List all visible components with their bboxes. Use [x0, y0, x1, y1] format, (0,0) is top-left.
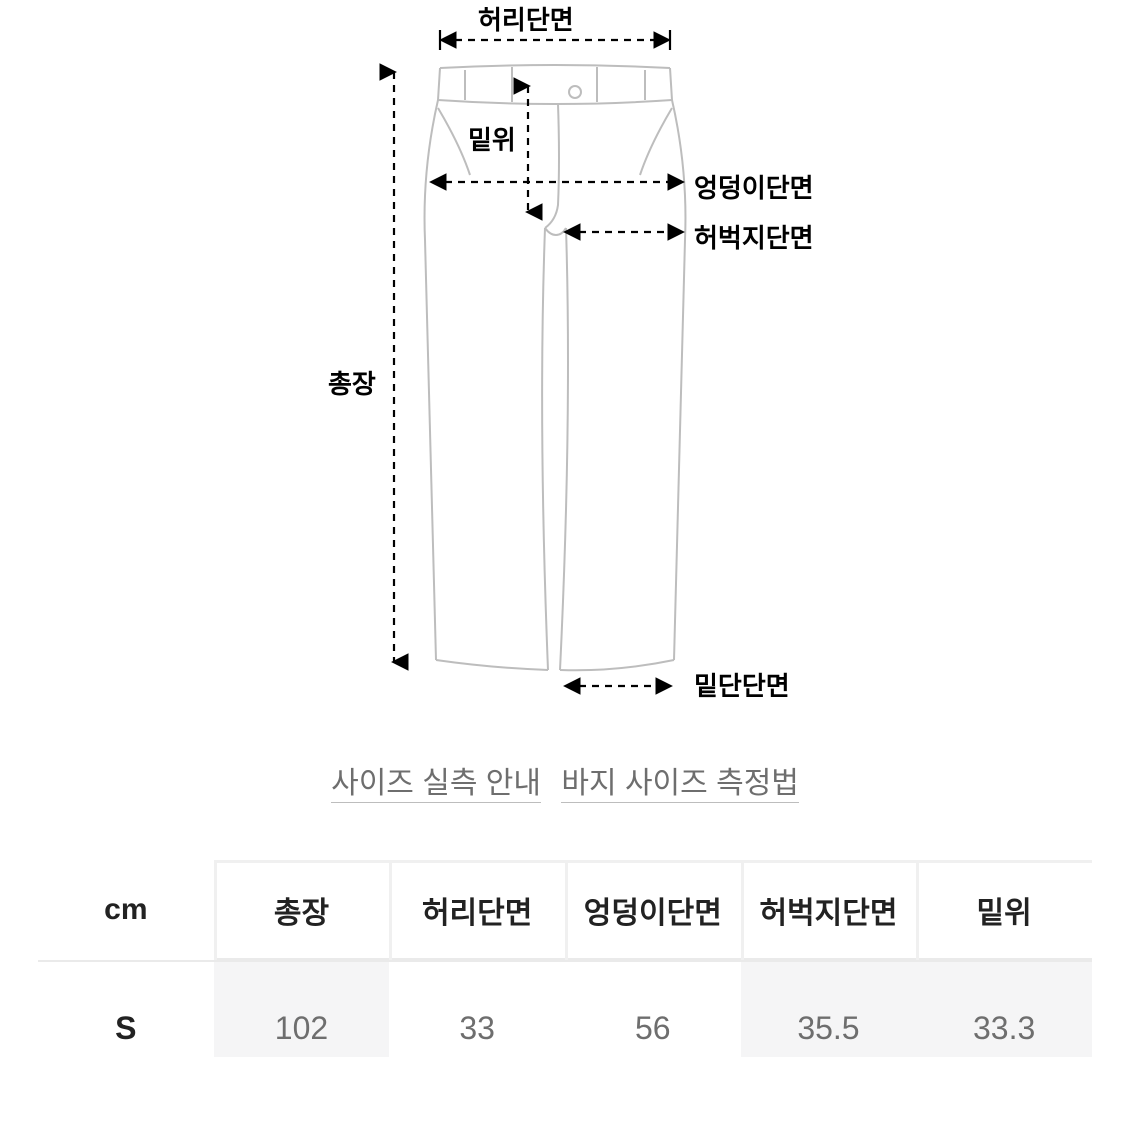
table-row: S 102 33 56 35.5 33.3 [38, 961, 1092, 1057]
cell-thigh: 35.5 [741, 961, 917, 1057]
link-size-guide[interactable]: 사이즈 실측 안내 [331, 767, 541, 803]
col-thigh: 허벅지단면 [741, 860, 917, 961]
size-table: cm 총장 허리단면 엉덩이단면 허벅지단면 밑위 S 102 33 56 35… [38, 860, 1092, 1057]
label-hip: 엉덩이단면 [694, 168, 814, 205]
col-hip: 엉덩이단면 [565, 860, 741, 961]
size-table-wrap: cm 총장 허리단면 엉덩이단면 허벅지단면 밑위 S 102 33 56 35… [0, 860, 1130, 1057]
cell-waist: 33 [389, 961, 565, 1057]
col-total: 총장 [214, 860, 390, 961]
cell-hip: 56 [565, 961, 741, 1057]
label-waist: 허리단면 [478, 0, 574, 37]
table-header-row: cm 총장 허리단면 엉덩이단면 허벅지단면 밑위 [38, 860, 1092, 961]
row-label: S [38, 961, 214, 1057]
label-total: 총장 [328, 364, 376, 401]
cell-rise: 33.3 [916, 961, 1092, 1057]
col-rise: 밑위 [916, 860, 1092, 961]
pants-diagram: 허리단면 밑위 엉덩이단면 허벅지단면 총장 밑단단면 [0, 0, 1130, 740]
link-measure-method[interactable]: 바지 사이즈 측정법 [561, 767, 798, 803]
label-hem: 밑단단면 [694, 666, 790, 703]
pants-svg [0, 0, 1130, 740]
cell-total: 102 [214, 961, 390, 1057]
col-waist: 허리단면 [389, 860, 565, 961]
col-unit: cm [38, 860, 214, 961]
size-links: 사이즈 실측 안내 바지 사이즈 측정법 [0, 758, 1130, 802]
label-rise: 밑위 [468, 120, 516, 157]
label-thigh: 허벅지단면 [694, 218, 814, 255]
